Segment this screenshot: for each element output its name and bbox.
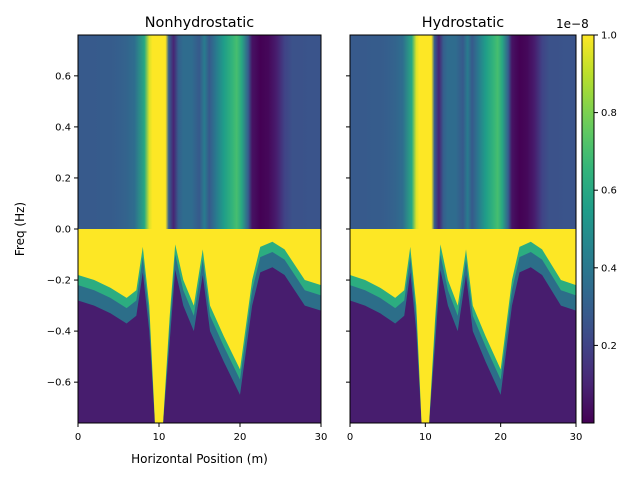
- saturated-region: [78, 229, 321, 423]
- y-tick-label: 0.0: [55, 225, 71, 236]
- x-tick-label: 30: [315, 432, 328, 443]
- colorbar-tick-label: 1.0: [601, 31, 617, 42]
- colorbar-tick-label: 0.6: [601, 186, 617, 197]
- x-tick-label: 30: [570, 432, 583, 443]
- x-tick-label: 0: [347, 432, 353, 443]
- colorbar-tick-label: 0.4: [601, 263, 617, 274]
- hydrostatic-heatmap: [350, 35, 576, 423]
- transition-band-inner: [78, 229, 321, 423]
- y-tick-label: 0.2: [55, 173, 71, 184]
- colorbar-tick-label: 0.2: [601, 341, 617, 352]
- y-tick-label: −0.2: [47, 276, 71, 287]
- colorbar-frame: [581, 34, 595, 424]
- colorbar-gradient: [582, 35, 594, 423]
- transition-band-inner: [350, 229, 576, 423]
- hydrostatic-title: Hydrostatic: [422, 15, 504, 31]
- y-tick-label: 0.6: [55, 71, 71, 82]
- y-tick-label: 0.4: [55, 122, 71, 133]
- upper-half-stripes: [78, 35, 321, 229]
- y-tick-label: −0.6: [47, 378, 71, 389]
- y-axis-label: Freq (Hz): [13, 202, 27, 256]
- x-tick-label: 10: [153, 432, 166, 443]
- colorbar-offset-label: 1e−8: [556, 17, 589, 31]
- x-tick-label: 20: [234, 432, 247, 443]
- y-tick-label: −0.4: [47, 327, 71, 338]
- nonhydrostatic-panel: 0 10 20 30 0.6 0.4 0.2 0.0 −0.2 −0.4 −0.6 Nonhydr…: [13, 15, 327, 466]
- nonhydrostatic-y-ticks: 0.6 0.4 0.2 0.0 −0.2 −0.4 −0.6: [47, 71, 78, 389]
- nonhydrostatic-heatmap: [78, 35, 321, 423]
- nonhydrostatic-title: Nonhydrostatic: [145, 15, 254, 31]
- nonhydrostatic-x-ticks: 0 10 20 30: [75, 423, 328, 443]
- saturated-region: [350, 229, 576, 423]
- upper-half-stripes: [350, 35, 576, 229]
- x-tick-label: 20: [494, 432, 507, 443]
- x-tick-label: 0: [75, 432, 81, 443]
- colorbar: 0.2 0.4 0.6 0.8 1.0 1e−8: [556, 17, 617, 424]
- hydrostatic-y-ticks: [346, 75, 350, 383]
- colorbar-tick-label: 0.8: [601, 108, 617, 119]
- colorbar-ticks: 0.2 0.4 0.6 0.8 1.0: [594, 31, 617, 352]
- hydrostatic-panel: 0 10 20 30 Hydrostatic: [346, 15, 582, 443]
- x-tick-label: 10: [419, 432, 432, 443]
- x-axis-label: Horizontal Position (m): [131, 452, 268, 466]
- hydrostatic-x-ticks: 0 10 20 30: [347, 423, 583, 443]
